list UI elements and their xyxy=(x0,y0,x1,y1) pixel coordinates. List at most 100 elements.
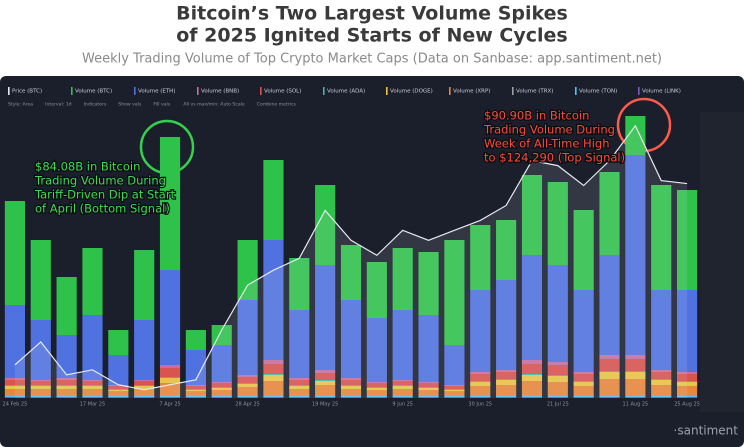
bar-segment xyxy=(521,374,543,375)
bar-segment xyxy=(392,380,413,381)
bar-segment xyxy=(366,388,387,390)
bar-segment xyxy=(56,397,77,398)
bar-segment xyxy=(263,360,284,364)
bar-segment xyxy=(263,374,284,375)
bar-segment xyxy=(30,381,51,385)
bar-segment xyxy=(159,397,181,398)
bar-segment xyxy=(82,315,103,380)
bar-segment xyxy=(82,380,103,381)
bar-segment xyxy=(599,395,620,396)
bar-segment xyxy=(289,380,310,385)
annotation-text: Tariff-Driven Dip at Start xyxy=(34,188,176,202)
bar-segment xyxy=(82,385,103,386)
toolbar-item: Fill vals xyxy=(153,102,170,108)
bar-segment xyxy=(470,395,491,396)
legend-label: Volume (TON) xyxy=(579,89,617,95)
bar-segment xyxy=(470,396,491,397)
bar-segment xyxy=(651,185,672,290)
bar-segment xyxy=(676,396,698,397)
bar-segment xyxy=(56,386,77,389)
bar-segment xyxy=(418,387,439,388)
bar-segment xyxy=(676,381,698,382)
legend-swatch xyxy=(8,87,10,95)
bar-segment xyxy=(521,397,543,398)
bar-segment xyxy=(185,390,206,391)
legend-swatch xyxy=(323,87,325,95)
bar-segment xyxy=(315,265,336,370)
bar-segment xyxy=(418,252,439,315)
legend-label: Volume (DOGE) xyxy=(390,89,433,95)
bar-segment xyxy=(547,376,568,382)
bar-segment xyxy=(392,395,413,396)
bar-segment xyxy=(573,372,594,374)
bar-segment xyxy=(108,389,129,390)
bar-segment xyxy=(315,373,336,380)
bar-segment xyxy=(185,396,206,397)
bar-segment xyxy=(30,396,51,397)
bar-segment xyxy=(30,380,51,381)
bar-segment xyxy=(4,386,26,389)
legend-label: Price (BTC) xyxy=(12,89,42,95)
bar-segment xyxy=(315,381,336,385)
bar-segment xyxy=(676,372,698,374)
bar-segment xyxy=(108,396,129,397)
bar-segment xyxy=(263,240,284,360)
bar-segment xyxy=(599,372,620,379)
bar-segment xyxy=(289,397,310,398)
bar-segment xyxy=(185,350,206,385)
bar-segment xyxy=(625,155,646,355)
bar-segment xyxy=(418,315,439,382)
bar-segment xyxy=(573,210,594,290)
bar-segment xyxy=(651,396,672,397)
bar-segment xyxy=(340,300,362,378)
bar-segment xyxy=(599,396,620,397)
legend-swatch xyxy=(134,87,136,95)
bar-segment xyxy=(547,265,568,362)
bar-segment xyxy=(134,380,155,381)
bar-segment xyxy=(547,395,568,396)
bar-segment xyxy=(496,380,517,385)
x-tick-label: 7 Apr 25 xyxy=(159,402,180,408)
bar-segment xyxy=(418,395,439,396)
bar-segment xyxy=(263,396,284,397)
bar-segment xyxy=(56,385,77,386)
bar-segment xyxy=(4,396,26,397)
bar-segment xyxy=(134,389,155,395)
bar-segment xyxy=(599,379,620,395)
toolbar-item: Combine metrics xyxy=(257,102,297,108)
bar-segment xyxy=(547,182,568,265)
bar-segment xyxy=(676,397,698,398)
bar-segment xyxy=(676,395,698,396)
bar-segment xyxy=(573,381,594,382)
title-line: Bitcoin’s Two Largest Volume Spikes xyxy=(176,3,568,25)
bar-segment xyxy=(134,395,155,396)
toolbar-item: All vs max/min: Auto Scale xyxy=(183,102,245,108)
bar-segment xyxy=(315,185,336,265)
legend-label: Volume (BTC) xyxy=(75,89,112,95)
annotation-text: of April (Bottom Signal) xyxy=(35,202,170,216)
bar-segment xyxy=(315,396,336,397)
bar-segment xyxy=(625,397,646,398)
bar-segment xyxy=(289,385,310,386)
bar-segment xyxy=(418,383,439,387)
bar-segment xyxy=(340,380,362,385)
x-tick-label: 19 May 25 xyxy=(312,402,338,408)
bar-segment xyxy=(496,395,517,396)
bar-segment xyxy=(211,396,232,397)
bar-segment xyxy=(444,345,465,385)
bar-segment xyxy=(211,387,232,388)
bar-segment xyxy=(185,391,206,395)
bar-segment xyxy=(263,395,284,396)
bar-segment xyxy=(340,397,362,398)
bar-segment xyxy=(521,395,543,396)
annotation-text: Trading Volume During xyxy=(34,174,166,188)
bar-segment xyxy=(185,395,206,396)
bar-segment xyxy=(444,389,465,390)
bar-segment xyxy=(340,385,362,386)
bar-segment xyxy=(625,395,646,396)
bar-segment xyxy=(211,390,232,395)
bar-segment xyxy=(625,355,646,359)
bar-segment xyxy=(470,290,491,372)
toolbar-item: Show vals xyxy=(118,102,142,108)
bar-segment xyxy=(392,310,413,380)
